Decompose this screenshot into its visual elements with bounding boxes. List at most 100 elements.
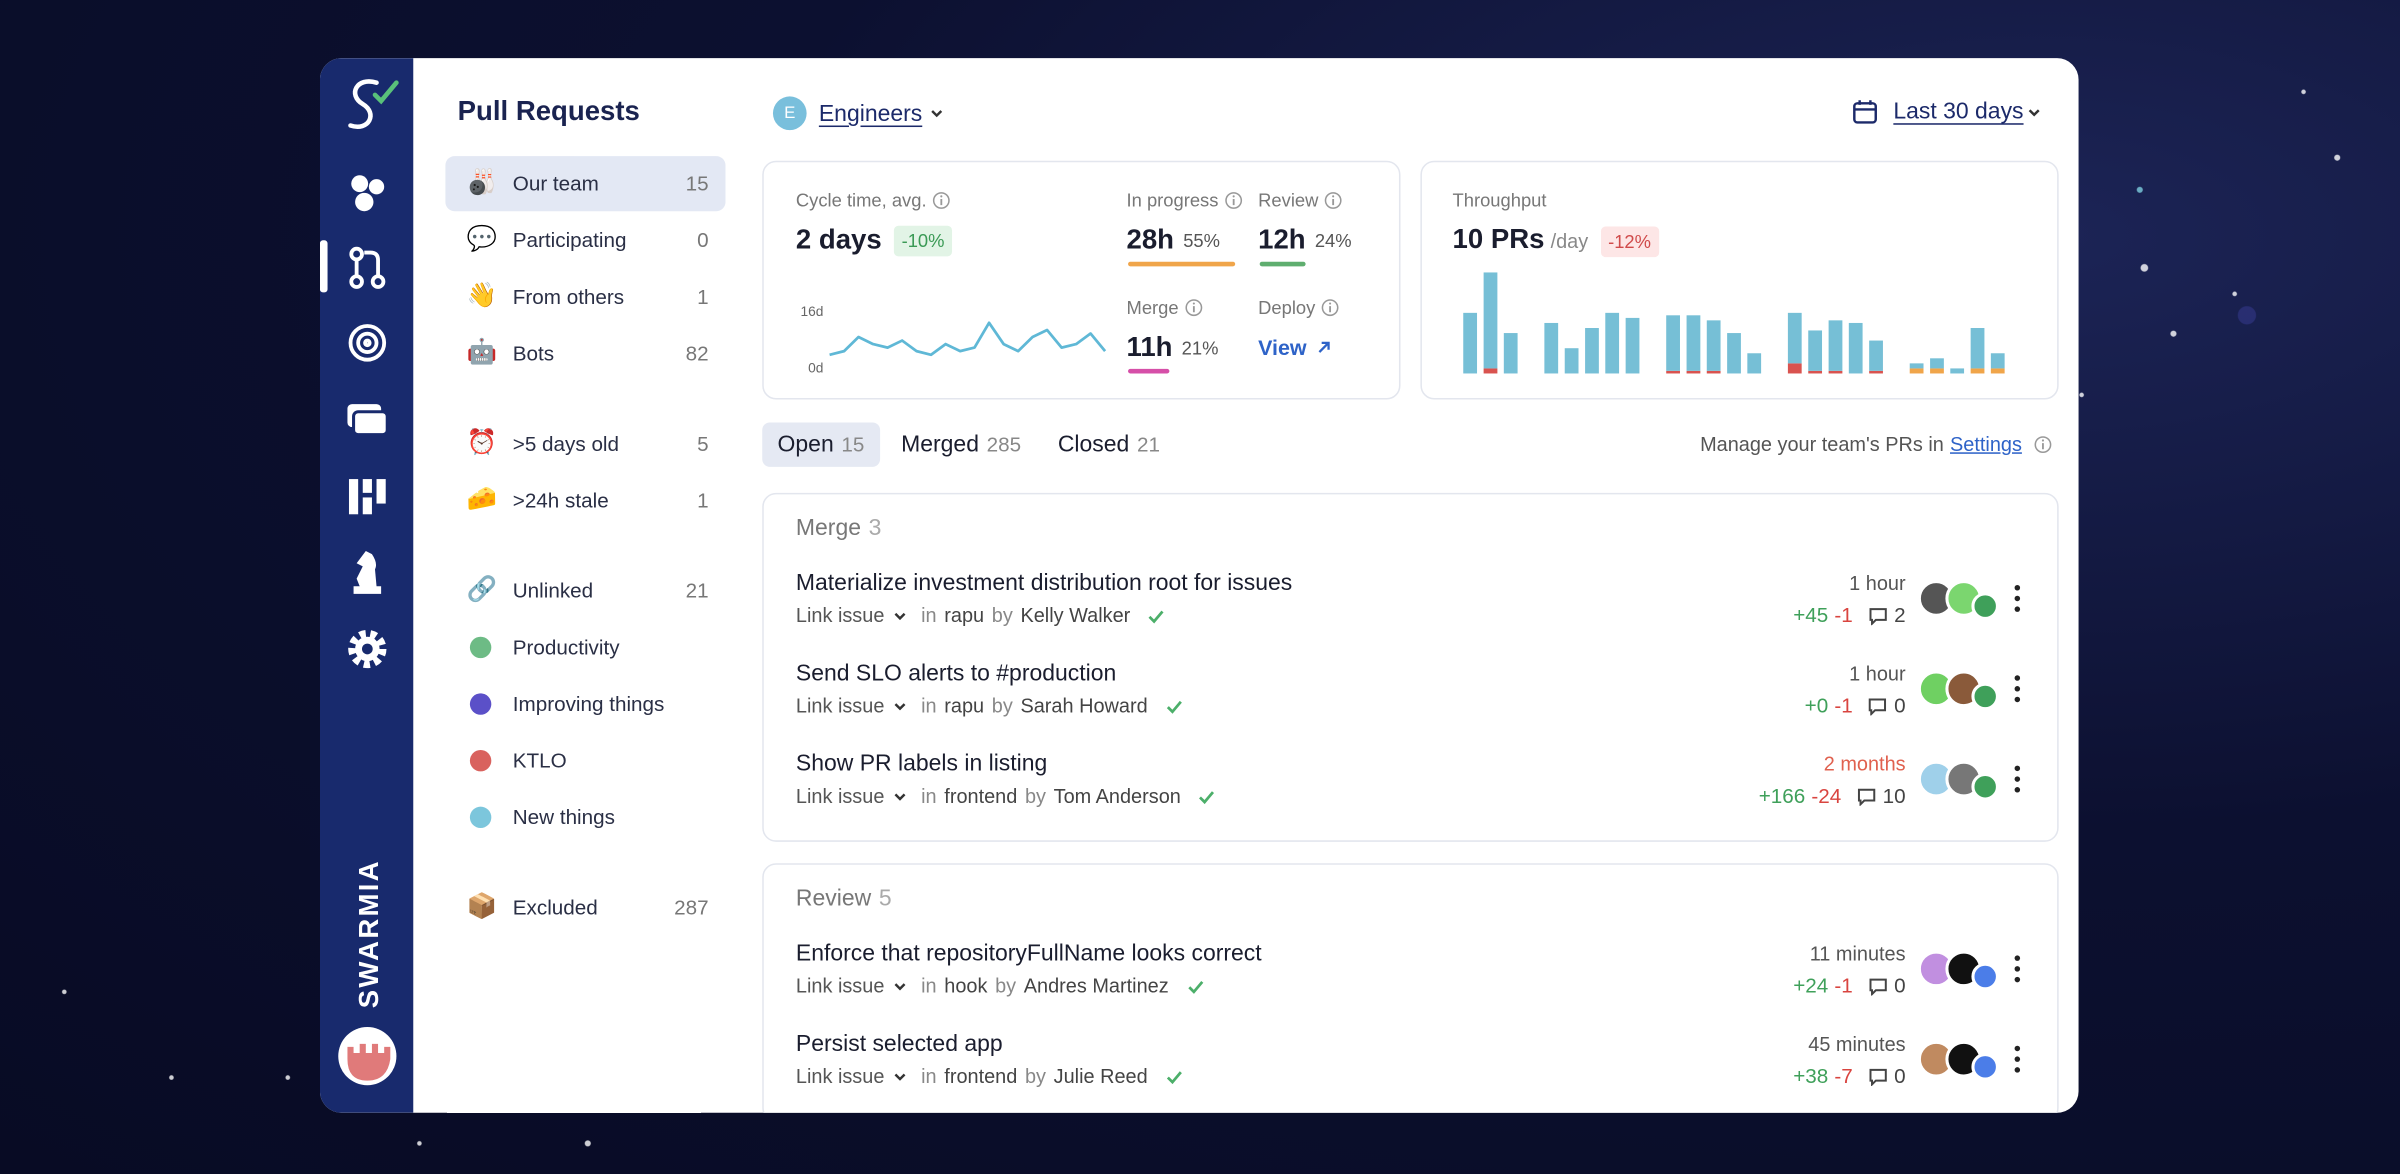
nav-item[interactable]: Our team	[512, 172, 599, 196]
date-range[interactable]: Last 30 days	[1852, 99, 2042, 125]
chevron	[894, 612, 906, 620]
nav-item[interactable]: Bots	[512, 342, 555, 366]
icon-part	[376, 479, 386, 504]
team-selector[interactable]: E Engineers	[772, 96, 944, 131]
metrics-card	[762, 160, 1401, 400]
nav-item[interactable]: Excluded	[512, 896, 598, 920]
info-icon-part	[2034, 435, 2052, 453]
nav-item[interactable]: >5 days old	[512, 432, 620, 456]
link-issue[interactable]: Link issue	[795, 974, 885, 998]
info-icon-part	[1322, 299, 1340, 317]
link-issue[interactable]: Link issue	[795, 694, 885, 718]
nav-item[interactable]: From others	[512, 285, 625, 309]
pr-title[interactable]: Show PR labels in listing	[795, 750, 1048, 777]
logo[interactable]	[348, 79, 379, 130]
row-menu[interactable]	[2013, 1044, 2022, 1075]
nav-icon-work[interactable]	[347, 404, 389, 437]
comments: 0	[1894, 974, 1906, 998]
author: Julie Reed	[1053, 1064, 1148, 1088]
chevron-part	[2028, 108, 2040, 116]
check-icon-part	[1187, 980, 1203, 994]
sidebar: SWARMIA	[319, 58, 414, 1113]
repo: frontend	[944, 1064, 1018, 1088]
menu-dot	[2014, 776, 2021, 782]
deploy-link[interactable]: View	[1258, 335, 1307, 360]
pr-meta: Link issue in hook by Andres Martinez	[796, 974, 1204, 997]
icon-part	[356, 331, 379, 354]
info-icon-part	[1232, 195, 1235, 198]
chevron-part	[894, 702, 906, 710]
deletions: -7	[1834, 1064, 1853, 1088]
menu-dot	[2014, 606, 2021, 612]
repo: rapu	[944, 694, 985, 718]
pr-title[interactable]: Send SLO alerts to #production	[795, 660, 1117, 687]
tab[interactable]: Open 15	[762, 422, 880, 467]
comment-icon	[1869, 697, 1887, 715]
stage-value-row: View	[1258, 335, 1331, 360]
in-label: in	[921, 974, 937, 998]
nav-item[interactable]: KTLO	[512, 749, 567, 773]
comments: 0	[1894, 694, 1906, 718]
stage-share: 24%	[1314, 229, 1352, 252]
manage-text: Manage your team's PRs in	[1700, 432, 1944, 456]
chevron	[2028, 108, 2040, 116]
star	[2136, 186, 2143, 193]
additions: +45	[1793, 603, 1829, 627]
additions: +0	[1804, 694, 1829, 718]
stage-label-row: Review	[1258, 190, 1343, 211]
nav-count: 1	[697, 489, 709, 512]
info-icon	[933, 192, 951, 209]
by-label: by	[991, 694, 1013, 718]
menu-dot	[2014, 1056, 2021, 1062]
nav-dot	[469, 749, 492, 772]
repo: frontend	[944, 784, 1018, 808]
nav-icon: 🤖	[466, 339, 498, 366]
row-menu[interactable]	[2013, 954, 2022, 985]
date-range-label: Last 30 days	[1893, 98, 2024, 125]
metric-value: 2 days	[795, 224, 882, 255]
nav-item[interactable]: Unlinked	[512, 579, 594, 603]
icon-part	[361, 643, 373, 655]
pr-title[interactable]: Enforce that repositoryFullName looks co…	[795, 940, 1262, 967]
tab-count: 285	[986, 433, 1022, 457]
metric-label: Throughput	[1452, 189, 1547, 212]
link-issue[interactable]: Link issue	[795, 603, 885, 627]
row-menu[interactable]	[2013, 764, 2022, 795]
nav-item[interactable]: >24h stale	[512, 489, 609, 512]
comment-icon	[1869, 607, 1887, 625]
tab-count: 21	[1136, 433, 1160, 457]
row-menu[interactable]	[2013, 673, 2022, 704]
nav-icon-goals[interactable]	[348, 324, 387, 362]
pr-title[interactable]: Materialize investment distribution root…	[795, 570, 1293, 597]
link-issue[interactable]: Link issue	[795, 1064, 885, 1088]
settings-link[interactable]: Settings	[1950, 432, 2022, 456]
row-menu[interactable]	[2013, 583, 2022, 614]
comment-icon-part	[1869, 977, 1887, 995]
nav-icon-strategy[interactable]	[353, 551, 382, 594]
nav-icon-insights[interactable]	[351, 175, 385, 212]
star	[2334, 154, 2341, 161]
tab[interactable]: Merged 285	[886, 422, 1037, 466]
tab[interactable]: Closed 21	[1043, 422, 1176, 466]
additions: +166	[1758, 784, 1806, 808]
info-icon-part	[2042, 438, 2045, 441]
nav-item[interactable]: New things	[512, 805, 615, 829]
star	[169, 1075, 174, 1080]
nav-icon-settings[interactable]	[348, 629, 387, 669]
stage-value: 12h	[1258, 224, 1306, 255]
nav-item[interactable]: Participating	[512, 228, 627, 252]
check-icon	[1166, 700, 1182, 713]
link-issue[interactable]: Link issue	[795, 784, 885, 808]
nav-icon-boards[interactable]	[348, 479, 386, 515]
tab-label: Merged	[901, 431, 979, 458]
nav-item[interactable]: Improving things	[512, 692, 665, 716]
info-icon-part	[1192, 302, 1195, 305]
chevron	[894, 982, 906, 990]
menu-dot	[2014, 675, 2021, 681]
stage-value: 11h	[1126, 331, 1173, 362]
deletions: -1	[1834, 974, 1853, 998]
nav-icon-pull-requests[interactable]	[349, 246, 386, 289]
nav-item[interactable]: Productivity	[512, 635, 620, 659]
pr-title[interactable]: Persist selected app	[795, 1030, 1003, 1057]
